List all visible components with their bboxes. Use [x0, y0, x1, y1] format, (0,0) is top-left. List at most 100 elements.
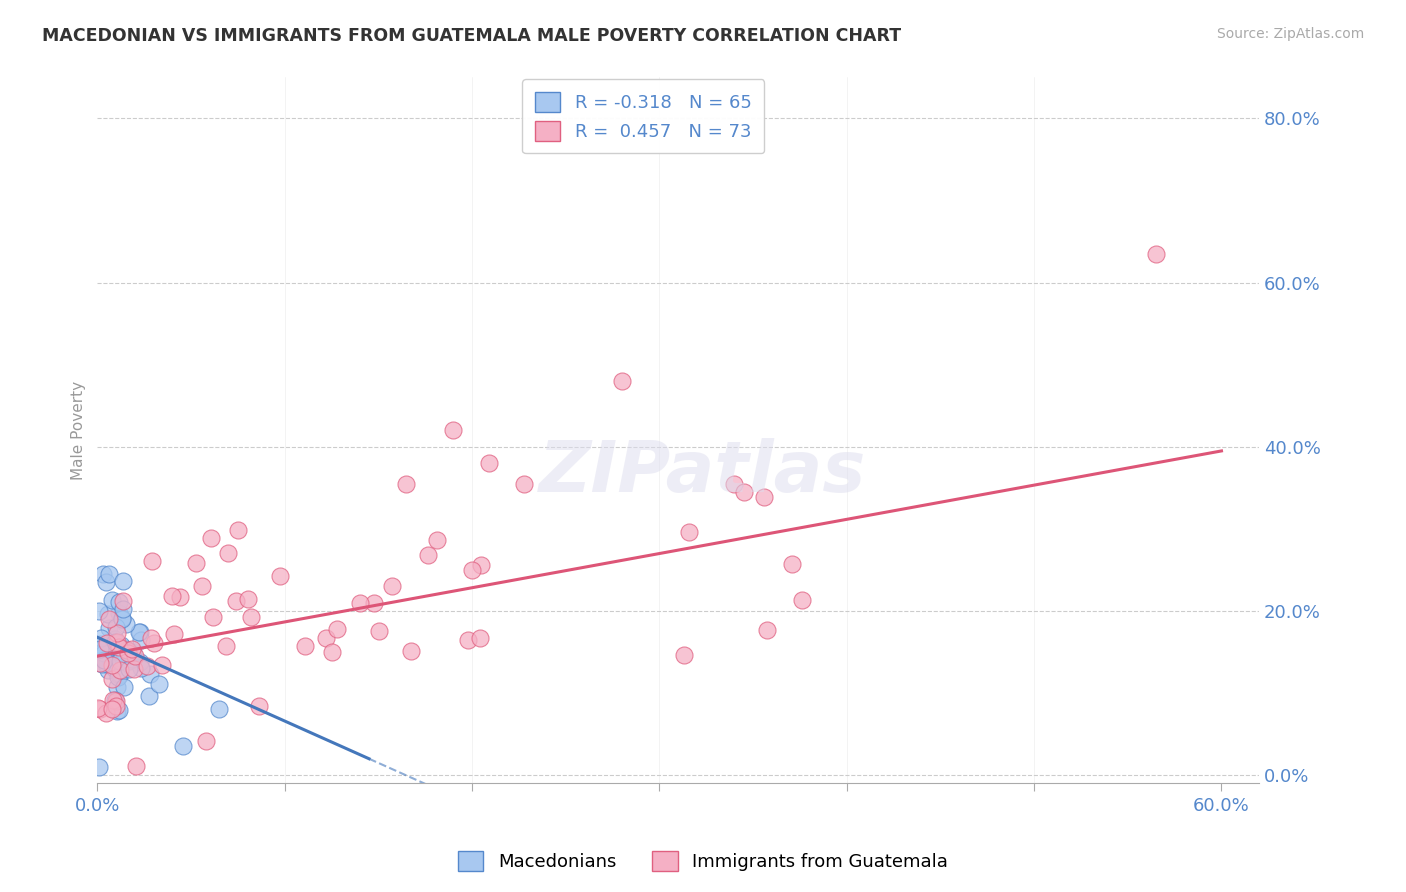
Point — [141, 631, 163, 645]
Point — [470, 558, 492, 573]
Point — [89, 656, 111, 670]
Point — [111, 611, 134, 625]
Point — [117, 662, 139, 676]
Point — [111, 594, 134, 608]
Point — [326, 622, 349, 636]
Point — [98, 621, 121, 635]
Point — [186, 557, 208, 571]
Point — [98, 567, 121, 582]
Point — [98, 654, 121, 668]
Point — [93, 651, 115, 665]
Point — [104, 634, 127, 648]
Text: ZIPatlas: ZIPatlas — [540, 438, 866, 508]
Point — [96, 636, 118, 650]
Point — [395, 476, 418, 491]
Point — [93, 652, 115, 666]
Point — [236, 591, 259, 606]
Point — [87, 604, 110, 618]
Point — [89, 637, 111, 651]
Point — [108, 594, 131, 608]
Point — [108, 654, 131, 668]
Point — [112, 601, 135, 615]
Point — [98, 612, 121, 626]
Point — [194, 734, 217, 748]
Point — [202, 610, 225, 624]
Legend: R = -0.318   N = 65, R =  0.457   N = 73: R = -0.318 N = 65, R = 0.457 N = 73 — [523, 79, 765, 153]
Point — [94, 657, 117, 672]
Point — [108, 640, 131, 654]
Point — [94, 650, 117, 665]
Point — [94, 574, 117, 589]
Legend: Macedonians, Immigrants from Guatemala: Macedonians, Immigrants from Guatemala — [451, 844, 955, 879]
Text: Source: ZipAtlas.com: Source: ZipAtlas.com — [1216, 27, 1364, 41]
Point — [108, 668, 131, 682]
Y-axis label: Male Poverty: Male Poverty — [72, 381, 86, 480]
Point — [381, 579, 404, 593]
Point — [468, 632, 491, 646]
Point — [672, 648, 695, 662]
Point — [105, 634, 128, 648]
Point — [103, 636, 125, 650]
Point — [128, 624, 150, 639]
Point — [122, 662, 145, 676]
Point — [124, 648, 146, 663]
Point — [112, 651, 135, 665]
Point — [208, 702, 231, 716]
Point — [104, 632, 127, 646]
Point — [117, 644, 139, 658]
Point — [169, 590, 191, 604]
Point — [101, 593, 124, 607]
Point — [723, 476, 745, 491]
Point — [90, 631, 112, 645]
Point — [240, 609, 263, 624]
Point — [87, 701, 110, 715]
Point — [225, 594, 247, 608]
Point — [89, 760, 111, 774]
Point — [129, 655, 152, 669]
Point — [107, 703, 129, 717]
Point — [108, 663, 131, 677]
Point — [138, 689, 160, 703]
Point — [138, 667, 160, 681]
Point — [101, 657, 124, 672]
Point — [89, 702, 111, 716]
Point — [125, 759, 148, 773]
Point — [269, 569, 291, 583]
Point — [91, 567, 114, 582]
Point — [115, 642, 138, 657]
Point — [792, 593, 814, 607]
Point — [678, 524, 700, 539]
Point — [90, 642, 112, 657]
Point — [100, 672, 122, 686]
Point — [367, 624, 389, 638]
Text: MACEDONIAN VS IMMIGRANTS FROM GUATEMALA MALE POVERTY CORRELATION CHART: MACEDONIAN VS IMMIGRANTS FROM GUATEMALA … — [42, 27, 901, 45]
Point — [200, 531, 222, 545]
Point — [754, 491, 776, 505]
Point — [112, 680, 135, 694]
Point — [315, 631, 337, 645]
Point — [103, 661, 125, 675]
Point — [110, 666, 132, 681]
Point — [321, 645, 343, 659]
Point — [215, 639, 238, 653]
Point — [172, 739, 194, 754]
Point — [782, 557, 804, 571]
Point — [103, 692, 125, 706]
Point — [349, 596, 371, 610]
Point — [105, 705, 128, 719]
Point — [129, 661, 152, 675]
Point — [105, 626, 128, 640]
Point — [141, 553, 163, 567]
Point — [110, 639, 132, 653]
Point — [98, 639, 121, 653]
Point — [128, 624, 150, 639]
Point — [104, 694, 127, 708]
Point — [117, 646, 139, 660]
Point — [363, 596, 385, 610]
Point — [1144, 247, 1167, 261]
Point — [97, 657, 120, 671]
Point — [733, 485, 755, 500]
Point — [104, 698, 127, 713]
Point — [247, 698, 270, 713]
Point — [418, 548, 440, 562]
